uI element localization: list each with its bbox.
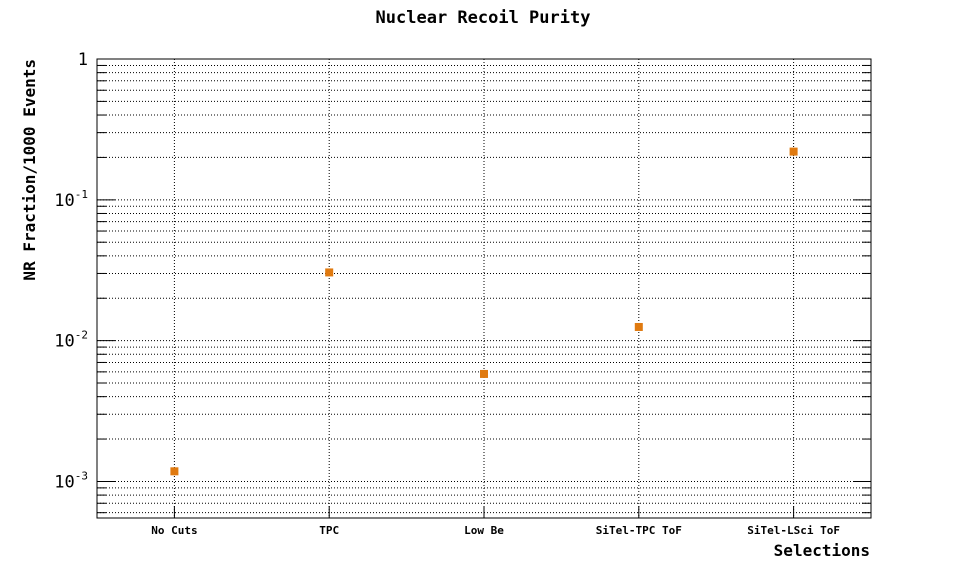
x-tick-label: SiTel-LSci ToF <box>747 524 840 537</box>
data-point <box>789 147 798 156</box>
y-tick-label: 10-2 <box>54 329 88 352</box>
data-point <box>170 467 179 476</box>
x-tick-label: No Cuts <box>151 524 197 537</box>
axis-ticks <box>97 58 871 518</box>
data-point <box>325 268 334 277</box>
y-tick-label: 10-1 <box>54 188 88 211</box>
x-tick-label: SiTel-TPC ToF <box>596 524 682 537</box>
x-axis-title: Selections <box>774 541 870 560</box>
data-points <box>170 147 798 476</box>
data-point <box>480 369 488 378</box>
data-point <box>634 322 643 331</box>
y-tick-label: 10-3 <box>54 469 88 492</box>
y-tick-label: 1 <box>78 50 88 70</box>
x-tick-labels: No Cuts TPC Low Be SiTel-TPC ToF SiTel-LSci … <box>151 524 840 537</box>
chart-title: Nuclear Recoil Purity <box>376 8 591 28</box>
x-tick-label: Low Be <box>464 524 504 537</box>
y-tick-labels: 10-3 10-2 10-1 1 <box>54 50 88 492</box>
grid <box>97 58 871 518</box>
y-axis-title: NR Fraction/1000 Events <box>20 59 39 281</box>
x-tick-label: TPC <box>319 524 339 537</box>
